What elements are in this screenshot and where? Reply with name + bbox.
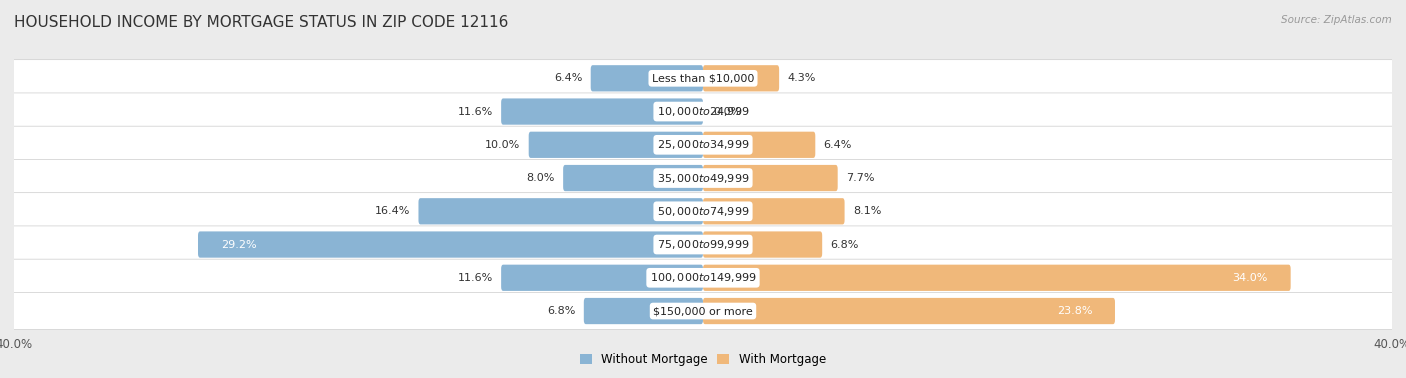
Text: $35,000 to $49,999: $35,000 to $49,999 [657, 172, 749, 184]
Text: HOUSEHOLD INCOME BY MORTGAGE STATUS IN ZIP CODE 12116: HOUSEHOLD INCOME BY MORTGAGE STATUS IN Z… [14, 15, 509, 30]
FancyBboxPatch shape [703, 198, 845, 225]
FancyBboxPatch shape [3, 93, 1403, 130]
Text: $150,000 or more: $150,000 or more [654, 306, 752, 316]
FancyBboxPatch shape [703, 132, 815, 158]
Text: 23.8%: 23.8% [1057, 306, 1092, 316]
FancyBboxPatch shape [564, 165, 703, 191]
Legend: Without Mortgage, With Mortgage: Without Mortgage, With Mortgage [575, 349, 831, 371]
FancyBboxPatch shape [703, 231, 823, 258]
Text: 6.8%: 6.8% [831, 240, 859, 249]
Text: 8.0%: 8.0% [526, 173, 555, 183]
FancyBboxPatch shape [583, 298, 703, 324]
FancyBboxPatch shape [3, 259, 1403, 296]
Text: $75,000 to $99,999: $75,000 to $99,999 [657, 238, 749, 251]
Text: 16.4%: 16.4% [375, 206, 411, 216]
FancyBboxPatch shape [198, 231, 703, 258]
FancyBboxPatch shape [703, 65, 779, 91]
FancyBboxPatch shape [419, 198, 703, 225]
Text: 6.4%: 6.4% [824, 140, 852, 150]
Text: 8.1%: 8.1% [853, 206, 882, 216]
Text: 6.4%: 6.4% [554, 73, 582, 83]
Text: 11.6%: 11.6% [457, 273, 494, 283]
FancyBboxPatch shape [3, 126, 1403, 163]
FancyBboxPatch shape [703, 165, 838, 191]
Text: 6.8%: 6.8% [547, 306, 575, 316]
Text: 0.0%: 0.0% [713, 107, 741, 116]
Text: 7.7%: 7.7% [846, 173, 875, 183]
FancyBboxPatch shape [703, 265, 1291, 291]
FancyBboxPatch shape [3, 193, 1403, 230]
FancyBboxPatch shape [501, 265, 703, 291]
FancyBboxPatch shape [3, 293, 1403, 330]
FancyBboxPatch shape [501, 98, 703, 125]
FancyBboxPatch shape [3, 226, 1403, 263]
Text: 29.2%: 29.2% [221, 240, 256, 249]
Text: $25,000 to $34,999: $25,000 to $34,999 [657, 138, 749, 151]
FancyBboxPatch shape [3, 160, 1403, 197]
Text: 10.0%: 10.0% [485, 140, 520, 150]
Text: 4.3%: 4.3% [787, 73, 815, 83]
Text: 11.6%: 11.6% [457, 107, 494, 116]
Text: $100,000 to $149,999: $100,000 to $149,999 [650, 271, 756, 284]
FancyBboxPatch shape [703, 298, 1115, 324]
Text: Source: ZipAtlas.com: Source: ZipAtlas.com [1281, 15, 1392, 25]
FancyBboxPatch shape [3, 60, 1403, 97]
FancyBboxPatch shape [591, 65, 703, 91]
Text: $10,000 to $24,999: $10,000 to $24,999 [657, 105, 749, 118]
Text: $50,000 to $74,999: $50,000 to $74,999 [657, 205, 749, 218]
Text: 34.0%: 34.0% [1233, 273, 1268, 283]
FancyBboxPatch shape [529, 132, 703, 158]
Text: Less than $10,000: Less than $10,000 [652, 73, 754, 83]
